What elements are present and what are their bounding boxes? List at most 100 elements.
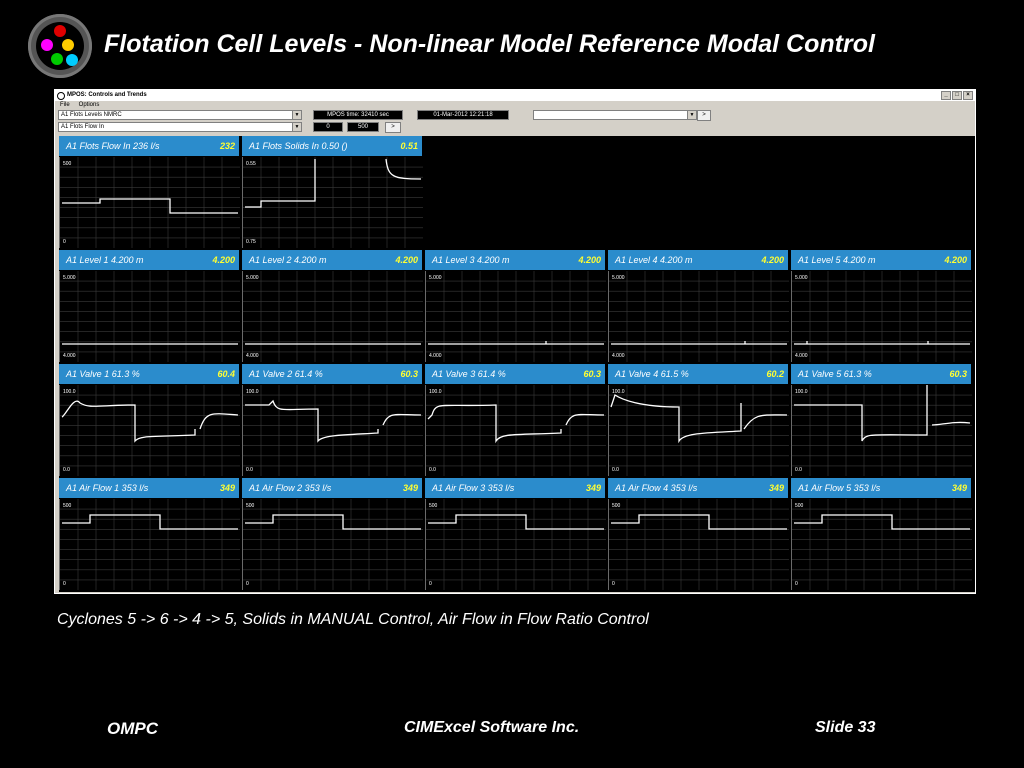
- trend-line: [428, 341, 604, 345]
- trend-plot-svg: [792, 385, 972, 476]
- trend-line: [62, 198, 238, 214]
- trend-panel[interactable]: A1 Level 2 4.200 m 4.200 5.000 4.000: [242, 250, 423, 362]
- maximize-button[interactable]: □: [952, 91, 962, 100]
- y-axis-min: 0.0: [795, 467, 802, 473]
- trend-select-arrow-icon[interactable]: ▼: [687, 111, 696, 119]
- trend-panel-plot: 100.0 0.0: [242, 385, 423, 476]
- trend-panel[interactable]: A1 Level 5 4.200 m 4.200 5.000 4.000: [791, 250, 972, 362]
- ompc-logo: [28, 14, 92, 78]
- trend-panel-header: A1 Level 4 4.200 m 4.200: [608, 250, 788, 270]
- menu-file[interactable]: File: [60, 102, 70, 108]
- trend-panel-label: A1 Valve 4 61.5 %: [615, 369, 689, 379]
- y-axis-max: 500: [246, 503, 255, 509]
- trend-panel[interactable]: A1 Valve 5 61.3 % 60.3 100.0 0.0: [791, 364, 972, 476]
- trend-panel-label: A1 Valve 2 61.4 %: [249, 369, 323, 379]
- y-axis-max: 100.0: [612, 389, 625, 395]
- y-axis-min: 4.000: [429, 353, 442, 359]
- trend-panel-value: 4.200: [395, 255, 418, 265]
- y-axis-min: 0.0: [246, 467, 253, 473]
- trend-panel[interactable]: A1 Air Flow 5 353 l/s 349 500 0: [791, 478, 972, 590]
- trend-panel-plot: 5.000 4.000: [608, 271, 789, 362]
- group-select-arrow-icon[interactable]: ▼: [292, 111, 301, 119]
- y-axis-min: 0: [429, 581, 432, 587]
- trend-panel[interactable]: A1 Valve 2 61.4 % 60.3 100.0 0.0: [242, 364, 423, 476]
- trend-panel-label: A1 Valve 1 61.3 %: [66, 369, 140, 379]
- group-select-value: A1 Flots Levels NMRC: [61, 112, 122, 118]
- trend-plot-svg: [609, 499, 789, 590]
- trend-panel-value: 349: [768, 483, 784, 493]
- trend-plot-svg: [60, 385, 240, 476]
- trend-panel[interactable]: A1 Valve 3 61.4 % 60.3 100.0 0.0: [425, 364, 606, 476]
- y-axis-min: 4.000: [612, 353, 625, 359]
- trend-panel-value: 60.3: [949, 369, 967, 379]
- trend-panel-plot: 500 0: [425, 499, 606, 590]
- trend-panel-label: A1 Level 2 4.200 m: [249, 255, 327, 265]
- y-axis-max: 5.000: [612, 275, 625, 281]
- close-button[interactable]: ×: [963, 91, 973, 100]
- y-axis-max: 500: [63, 503, 72, 509]
- y-axis-max: 500: [429, 503, 438, 509]
- y-axis-min: 0: [63, 239, 66, 245]
- trend-plot-svg: [426, 385, 606, 476]
- trend-panel[interactable]: A1 Air Flow 3 353 l/s 349 500 0: [425, 478, 606, 590]
- slide-caption: Cyclones 5 -> 6 -> 4 -> 5, Solids in MAN…: [57, 611, 649, 628]
- trend-panel[interactable]: A1 Level 1 4.200 m 4.200 5.000 4.000: [59, 250, 240, 362]
- trend-panel-plot: 100.0 0.0: [791, 385, 972, 476]
- trend-panel[interactable]: A1 Valve 1 61.3 % 60.4 100.0 0.0: [59, 364, 240, 476]
- range-min-field[interactable]: 0: [313, 122, 343, 132]
- trend-panel-value: 4.200: [761, 255, 784, 265]
- trend-panel-value: 232: [219, 141, 235, 151]
- trend-panel-value: 60.3: [400, 369, 418, 379]
- trend-panel-header: A1 Valve 5 61.3 % 60.3: [791, 364, 971, 384]
- menu-options[interactable]: Options: [78, 102, 100, 108]
- y-axis-max: 500: [612, 503, 621, 509]
- y-axis-max: 100.0: [63, 389, 76, 395]
- tag-select[interactable]: A1 Flots Flow In ▼: [58, 122, 302, 132]
- trend-panel[interactable]: A1 Level 3 4.200 m 4.200 5.000 4.000: [425, 250, 606, 362]
- trend-panel[interactable]: A1 Flots Solids In 0.50 () 0.51 0.55 0.75: [242, 136, 423, 248]
- y-axis-max: 5.000: [429, 275, 442, 281]
- trend-panel-plot: 5.000 4.000: [791, 271, 972, 362]
- trend-panel-value: 60.3: [583, 369, 601, 379]
- trend-panel-value: 60.4: [217, 369, 235, 379]
- tag-select-arrow-icon[interactable]: ▼: [292, 123, 301, 131]
- trend-panel-value: 349: [585, 483, 601, 493]
- trend-line: [245, 399, 422, 443]
- logo-dot-magenta: [41, 39, 53, 51]
- trend-panel-header: A1 Air Flow 3 353 l/s 349: [425, 478, 605, 498]
- trend-line: [794, 385, 971, 442]
- trend-panel-label: A1 Level 1 4.200 m: [66, 255, 144, 265]
- trend-panel[interactable]: A1 Air Flow 4 353 l/s 349 500 0: [608, 478, 789, 590]
- minimize-button[interactable]: _: [941, 91, 951, 100]
- trend-panel-label: A1 Air Flow 4 353 l/s: [615, 483, 698, 493]
- trend-panel-value: 4.200: [944, 255, 967, 265]
- trend-panel[interactable]: A1 Air Flow 2 353 l/s 349 500 0: [242, 478, 423, 590]
- y-axis-max: 5.000: [795, 275, 808, 281]
- trend-panel[interactable]: A1 Flots Flow In 236 l/s 232 500 0: [59, 136, 240, 248]
- y-axis-max: 5.000: [246, 275, 259, 281]
- trend-panel-header: A1 Level 5 4.200 m 4.200: [791, 250, 971, 270]
- trend-panel[interactable]: A1 Air Flow 1 353 l/s 349 500 0: [59, 478, 240, 590]
- trend-panel-header: A1 Valve 3 61.4 % 60.3: [425, 364, 605, 384]
- trend-plot-svg: [609, 271, 789, 362]
- trend-panel-header: A1 Flots Solids In 0.50 () 0.51: [242, 136, 422, 156]
- trend-select[interactable]: ▼: [533, 110, 697, 120]
- trend-panel-label: A1 Flots Flow In 236 l/s: [66, 141, 160, 151]
- trend-line: [611, 514, 787, 530]
- trend-panel[interactable]: A1 Level 4 4.200 m 4.200 5.000 4.000: [608, 250, 789, 362]
- trend-panel-header: A1 Air Flow 1 353 l/s 349: [59, 478, 239, 498]
- y-axis-min: 0.0: [63, 467, 70, 473]
- trend-panel-plot: 100.0 0.0: [608, 385, 789, 476]
- y-axis-min: 0.0: [429, 467, 436, 473]
- trend-plot-svg: [426, 271, 606, 362]
- trend-panel-header: A1 Valve 4 61.5 % 60.2: [608, 364, 788, 384]
- trend-panel[interactable]: A1 Valve 4 61.5 % 60.2 100.0 0.0: [608, 364, 789, 476]
- range-max-field[interactable]: 500: [347, 122, 379, 132]
- trend-plot-svg: [60, 157, 240, 248]
- group-select[interactable]: A1 Flots Levels NMRC ▼: [58, 110, 302, 120]
- footer-right: Slide 33: [815, 719, 876, 736]
- apply-range-button[interactable]: >: [385, 122, 401, 133]
- trend-panel-plot: 500 0: [608, 499, 789, 590]
- trend-panel-value: 4.200: [212, 255, 235, 265]
- trend-go-button[interactable]: >: [697, 110, 711, 121]
